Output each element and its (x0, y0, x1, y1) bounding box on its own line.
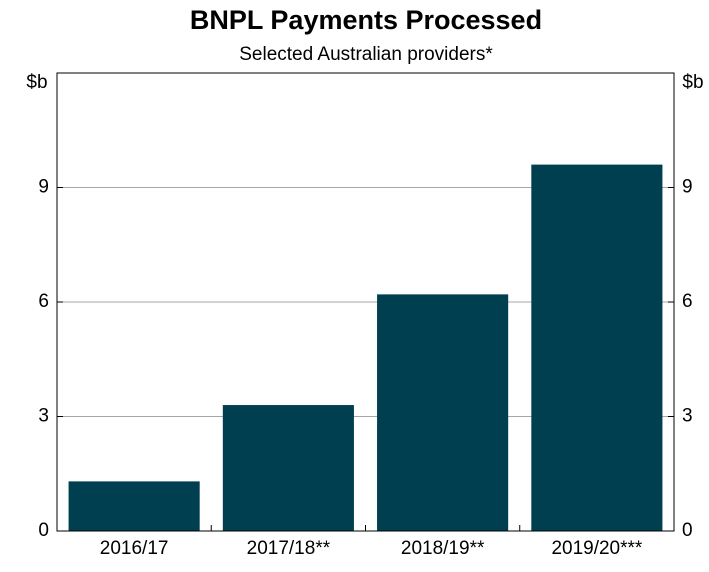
bar (68, 481, 200, 531)
y2-tick-label: 9 (682, 177, 693, 198)
bar (222, 405, 354, 531)
y-tick-label: 6 (38, 291, 49, 312)
x-tick-label: 2017/18** (247, 538, 331, 559)
chart-subtitle: Selected Australian providers* (239, 44, 493, 65)
x-tick-label: 2018/19** (401, 538, 485, 559)
y2-tick-label: 3 (682, 406, 693, 427)
y-tick-label: 3 (38, 406, 49, 427)
y-tick-label: 0 (38, 520, 49, 541)
bar (531, 164, 663, 531)
x-tick-label: 2016/17 (100, 538, 169, 559)
plot-frame (56, 72, 675, 532)
y2-axis-unit: $b (682, 72, 703, 93)
y2-tick-label: 6 (682, 291, 693, 312)
y-axis-unit: $b (26, 72, 47, 93)
y2-tick-label: 0 (682, 520, 693, 541)
y-tick-label: 9 (38, 177, 49, 198)
x-tick-label: 2019/20*** (551, 538, 642, 559)
bar (377, 294, 509, 531)
chart-title: BNPL Payments Processed (190, 5, 542, 35)
